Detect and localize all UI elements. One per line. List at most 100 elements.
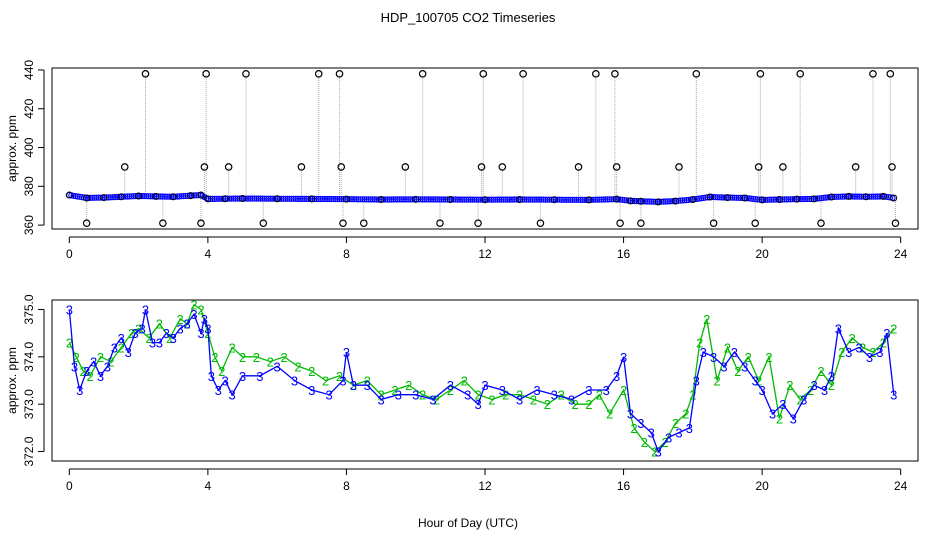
baseline-point-178 — [436, 196, 443, 203]
series-2-point-62: 2 — [755, 374, 762, 389]
series-3-point-68: 3 — [759, 383, 766, 398]
baseline-point-142 — [361, 196, 368, 203]
series-3-point-79: 3 — [866, 350, 873, 365]
baseline-point-68 — [207, 195, 214, 202]
baseline-point-52 — [174, 193, 181, 200]
baseline-point-10 — [87, 194, 94, 201]
baseline-point-157 — [392, 196, 399, 203]
baseline-point-143 — [363, 196, 370, 203]
series-3-point-24: 3 — [215, 383, 222, 398]
baseline-point-287 — [662, 198, 669, 205]
series-2-point-29: 2 — [364, 374, 371, 389]
series-2-point-5: 2 — [107, 355, 114, 370]
baseline-point-139 — [355, 196, 362, 203]
series-3-point-14: 3 — [156, 336, 163, 351]
baseline-point-229 — [542, 196, 549, 203]
baseline-point-19 — [105, 194, 112, 201]
x-tick-label-1-12: 12 — [478, 479, 492, 493]
y-axis-title-0: approx. ppm — [5, 115, 19, 182]
baseline-point-35 — [139, 193, 146, 200]
baseline-point-307 — [704, 194, 711, 201]
baseline-point-27 — [122, 193, 129, 200]
baseline-marker-6 — [169, 193, 177, 201]
baseline-point-330 — [752, 196, 759, 203]
baseline-point-97 — [267, 195, 274, 202]
baseline-point-181 — [442, 196, 449, 203]
baseline-point-335 — [762, 196, 769, 203]
baseline-point-194 — [469, 196, 476, 203]
baseline-point-393 — [883, 193, 890, 200]
baseline-point-245 — [575, 196, 582, 203]
series-3-point-16: 3 — [170, 331, 177, 346]
baseline-point-163 — [405, 196, 412, 203]
baseline-point-168 — [415, 196, 422, 203]
series-2-point-60: 2 — [734, 364, 741, 379]
baseline-point-115 — [305, 195, 312, 202]
baseline-point-18 — [103, 194, 110, 201]
outlier-point-26 — [592, 70, 600, 78]
baseline-point-231 — [546, 196, 553, 203]
baseline-point-188 — [457, 196, 464, 203]
series-3-point-8: 3 — [118, 331, 125, 346]
series-2-point-34: 2 — [433, 392, 440, 407]
baseline-point-220 — [523, 196, 530, 203]
baseline-point-344 — [781, 196, 788, 203]
series-2-point-48: 2 — [620, 383, 627, 398]
series-3-point-6: 3 — [104, 359, 111, 374]
baseline-point-372 — [839, 193, 846, 200]
baseline-point-121 — [317, 195, 324, 203]
series-2-point-50: 2 — [641, 435, 648, 450]
outlier-point-22 — [498, 163, 507, 171]
baseline-point-5 — [76, 193, 83, 200]
series-2-point-54: 2 — [682, 407, 689, 422]
series-3-point-46: 3 — [516, 392, 523, 407]
baseline-point-290 — [669, 198, 676, 205]
series-2-point-58: 2 — [713, 374, 720, 389]
baseline-point-165 — [409, 196, 416, 203]
baseline-point-195 — [471, 196, 478, 203]
series-2-point-39: 2 — [502, 388, 509, 403]
baseline-point-94 — [261, 195, 268, 202]
series-3-point-18: 3 — [183, 317, 190, 332]
outlier-point-17 — [418, 70, 427, 78]
baseline-point-125 — [326, 195, 333, 203]
baseline-point-174 — [427, 196, 435, 203]
baseline-point-259 — [604, 196, 611, 203]
baseline-point-354 — [802, 195, 809, 203]
baseline-marker-33 — [793, 195, 801, 203]
baseline-point-329 — [750, 195, 757, 202]
series-3-point-40: 3 — [429, 392, 436, 407]
baseline-marker-27 — [689, 196, 697, 204]
baseline-point-230 — [544, 196, 551, 203]
series-3-point-29: 3 — [274, 359, 281, 374]
series-3-point-0: 3 — [66, 302, 73, 317]
y-axis-title-1: approx. ppm — [5, 347, 19, 414]
series-3-point-59: 3 — [675, 426, 682, 441]
baseline-marker-20 — [550, 196, 558, 204]
baseline-marker-13 — [308, 195, 316, 203]
baseline-point-73 — [217, 195, 225, 202]
series-3-point-27: 3 — [239, 369, 246, 384]
baseline-point-347 — [787, 196, 794, 203]
baseline-point-161 — [400, 196, 407, 203]
baseline-point-258 — [602, 196, 609, 203]
baseline-point-23 — [114, 193, 121, 201]
baseline-point-87 — [247, 195, 254, 202]
series-3-point-33: 3 — [339, 374, 346, 389]
baseline-point-221 — [525, 196, 532, 203]
baseline-marker-24 — [637, 197, 645, 205]
y-tick-label-0-420: 420 — [22, 98, 36, 118]
baseline-point-28 — [124, 193, 131, 200]
baseline-point-262 — [610, 196, 618, 203]
outlier-point-14 — [339, 219, 347, 227]
series-3-point-72: 3 — [800, 392, 807, 407]
baseline-point-156 — [390, 196, 397, 203]
series-3-point-26: 3 — [229, 388, 236, 403]
series-3-point-50: 3 — [585, 383, 592, 398]
baseline-point-235 — [554, 196, 561, 203]
baseline-point-135 — [346, 196, 353, 203]
outlier-point-13 — [337, 163, 346, 171]
baseline-marker-19 — [516, 196, 524, 204]
baseline-marker-11 — [239, 195, 247, 203]
